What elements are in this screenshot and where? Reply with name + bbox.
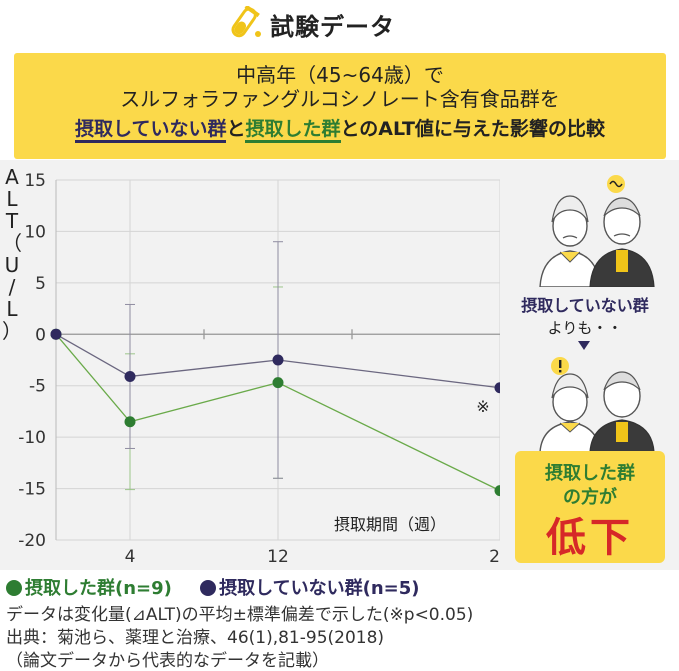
x-axis-label: 摂取期間（週） — [334, 515, 446, 534]
side-not-taking-label: 摂取していない群 — [521, 296, 649, 315]
header-bar: 試験データ — [0, 0, 679, 47]
chart-lines — [55, 333, 500, 492]
x-tick-label: 24 — [489, 547, 500, 567]
legend-purple-dot — [200, 580, 217, 596]
banner-line2: スルフォラファングルコシノレート含有食品群を — [120, 87, 560, 111]
banner-not-taking-group: 摂取していない群 — [75, 118, 227, 143]
woman-figure — [539, 373, 601, 452]
y-axis-label-char: ） — [2, 319, 22, 343]
y-axis-label-char: U — [4, 253, 20, 277]
title-wrap: 試験データ — [222, 6, 395, 42]
y-tick-label: -10 — [18, 428, 46, 448]
legend-green-label: 摂取した群(n=9) — [25, 578, 172, 599]
page-title: 試験データ — [270, 12, 395, 41]
series-line — [55, 333, 500, 389]
result-connector: の方が — [563, 487, 617, 508]
alt-line-chart: 15 10 5 0 -5 -10 -15 -20 4 12 24 摂取期間（週） ※ — [18, 171, 500, 567]
chart-points — [50, 328, 500, 497]
data-point — [50, 328, 62, 340]
y-tick-label: 10 — [24, 222, 46, 242]
y-tick-label: -20 — [18, 531, 46, 551]
y-axis-label-char: L — [6, 297, 18, 321]
woman-figure — [539, 195, 601, 287]
legend-green-dot — [6, 580, 22, 596]
banner-and: と — [226, 118, 246, 140]
test-tube-icon — [231, 6, 261, 38]
significance-mark: ※ — [476, 397, 489, 416]
banner-comparison: とのALT値に与えた影響の比較 — [340, 118, 605, 140]
x-tick-label: 4 — [125, 547, 136, 567]
y-axis-label: A L T （ U / L ） — [2, 166, 22, 342]
note-source: 出典：菊池ら、薬理と治療、46(1),81-95(2018) — [6, 628, 385, 648]
legend-purple-label: 摂取していない群(n=5) — [219, 578, 420, 599]
y-tick-label: -15 — [18, 480, 46, 500]
data-point — [272, 377, 284, 389]
y-tick-label: -5 — [29, 377, 46, 397]
banner-taking-group: 摂取した群 — [245, 118, 341, 143]
chart-ticks: 15 10 5 0 -5 -10 -15 -20 4 12 24 — [18, 171, 500, 567]
people-surprised-illustration — [539, 357, 655, 452]
summary-banner: 中高年（45~64歳）で スルフォラファングルコシノレート含有食品群を 摂取して… — [14, 53, 666, 159]
result-group-label: 摂取した群 — [545, 463, 635, 484]
y-tick-label: 0 — [35, 325, 46, 345]
result-decrease-label: 低下 — [546, 515, 634, 561]
y-tick-label: 5 — [35, 274, 46, 294]
y-axis-label-char: T — [5, 209, 19, 233]
chart-error-bars — [125, 241, 283, 491]
side-compare-text: よりも・・ — [547, 319, 623, 337]
data-point — [124, 416, 136, 428]
data-point — [494, 485, 500, 497]
y-axis-label-char: L — [6, 187, 18, 211]
banner-line3: 摂取していない群と摂取した群とのALT値に与えた影響の比較 — [14, 117, 666, 143]
down-arrow-icon — [578, 341, 590, 350]
series-line — [55, 333, 500, 492]
y-axis-label-char: （ — [2, 231, 22, 255]
y-axis-label-char: A — [5, 165, 19, 189]
x-tick-label: 12 — [267, 547, 289, 567]
data-point — [272, 354, 284, 366]
note-data-method: データは変化量(⊿ALT)の平均±標準偏差で示した(※p<0.05) — [6, 605, 474, 625]
man-figure — [589, 197, 655, 287]
y-axis-label-char: / — [8, 275, 16, 299]
exclamation-icon — [551, 357, 569, 375]
worried-icon — [607, 175, 625, 193]
data-point — [494, 382, 500, 394]
people-worried-illustration — [539, 175, 655, 287]
chart-legend: 摂取した群(n=9) 摂取していない群(n=5) — [6, 574, 420, 600]
result-callout: 摂取した群 の方が 低下 — [515, 451, 665, 563]
data-point — [124, 370, 136, 382]
banner-line1: 中高年（45~64歳）で — [236, 63, 444, 87]
man-figure — [589, 371, 655, 452]
y-tick-label: 15 — [24, 171, 46, 191]
note-representative: （論文データから代表的なデータを記載） — [6, 651, 329, 671]
